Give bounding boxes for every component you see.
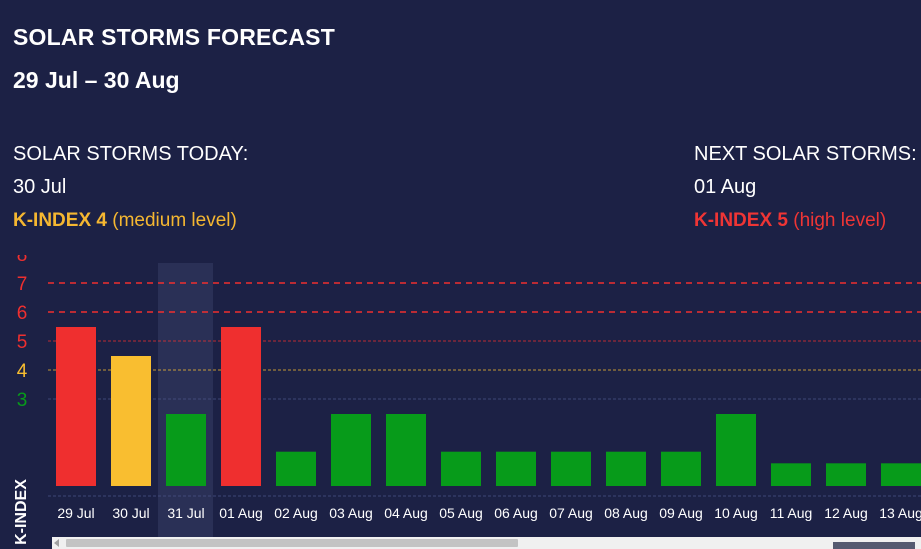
x-tick-label: 09 Aug xyxy=(659,505,703,521)
bar xyxy=(606,451,646,486)
bar xyxy=(221,327,261,486)
y-axis-title: K-INDEX xyxy=(12,472,32,549)
x-tick-label: 08 Aug xyxy=(604,505,648,521)
bar xyxy=(551,451,591,486)
y-axis-title-text: K-INDEX xyxy=(13,479,30,545)
today-kindex-line: K-INDEX 4 (medium level) xyxy=(13,204,248,237)
bar xyxy=(276,451,316,486)
x-tick-label: 05 Aug xyxy=(439,505,483,521)
bar xyxy=(111,356,151,486)
page-title: SOLAR STORMS FORECAST xyxy=(13,24,335,50)
bar xyxy=(331,414,371,486)
y-tick-label: 6 xyxy=(17,303,28,324)
bar xyxy=(716,414,756,486)
next-date: 01 Aug xyxy=(694,176,757,198)
x-tick-label: 29 Jul xyxy=(57,505,94,521)
today-date: 30 Jul xyxy=(13,176,67,198)
bar xyxy=(56,327,96,486)
next-label: NEXT SOLAR STORMS: xyxy=(694,143,917,165)
next-level: (high level) xyxy=(793,210,887,231)
y-tick-label: 5 xyxy=(17,332,28,353)
x-tick-label: 11 Aug xyxy=(770,505,813,521)
next-kindex: K-INDEX 5 xyxy=(694,210,788,231)
today-level: (medium level) xyxy=(112,210,237,231)
next-panel: NEXT SOLAR STORMS: 01 Aug K-INDEX 5 (hig… xyxy=(694,138,917,237)
today-kindex: K-INDEX 4 xyxy=(13,210,107,231)
scroll-left-arrow-icon[interactable] xyxy=(54,539,59,547)
date-range: 29 Jul – 30 Aug xyxy=(13,67,180,93)
scroll-thumb[interactable] xyxy=(66,539,518,547)
x-tick-label: 01 Aug xyxy=(219,505,263,521)
x-tick-label: 02 Aug xyxy=(274,505,318,521)
x-tick-label: 31 Jul xyxy=(167,505,204,521)
highlight-band xyxy=(158,263,213,537)
today-panel: SOLAR STORMS TODAY: 30 Jul K-INDEX 4 (me… xyxy=(13,138,248,237)
x-tick-label: 30 Jul xyxy=(112,505,149,521)
bar xyxy=(661,451,701,486)
bar xyxy=(881,463,921,486)
today-label: SOLAR STORMS TODAY: xyxy=(13,143,249,165)
x-tick-label: 13 Aug xyxy=(879,505,921,521)
x-tick-label: 12 Aug xyxy=(824,505,868,521)
bar xyxy=(386,414,426,486)
y-tick-label: 3 xyxy=(17,390,28,411)
next-kindex-line: K-INDEX 5 (high level) xyxy=(694,204,917,237)
scroll-right-handle[interactable] xyxy=(833,542,915,549)
x-tick-label: 07 Aug xyxy=(549,505,593,521)
bar xyxy=(771,463,811,486)
horizontal-scrollbar[interactable] xyxy=(52,537,921,549)
bar xyxy=(166,414,206,486)
x-tick-label: 04 Aug xyxy=(384,505,428,521)
bar xyxy=(496,451,536,486)
y-tick-label: 4 xyxy=(17,361,28,382)
y-tick-label: 8 xyxy=(17,255,28,266)
x-tick-label: 06 Aug xyxy=(494,505,538,521)
bar xyxy=(826,463,866,486)
x-tick-label: 03 Aug xyxy=(329,505,373,521)
x-tick-label: 10 Aug xyxy=(714,505,758,521)
bar xyxy=(441,451,481,486)
y-tick-label: 7 xyxy=(17,274,28,295)
